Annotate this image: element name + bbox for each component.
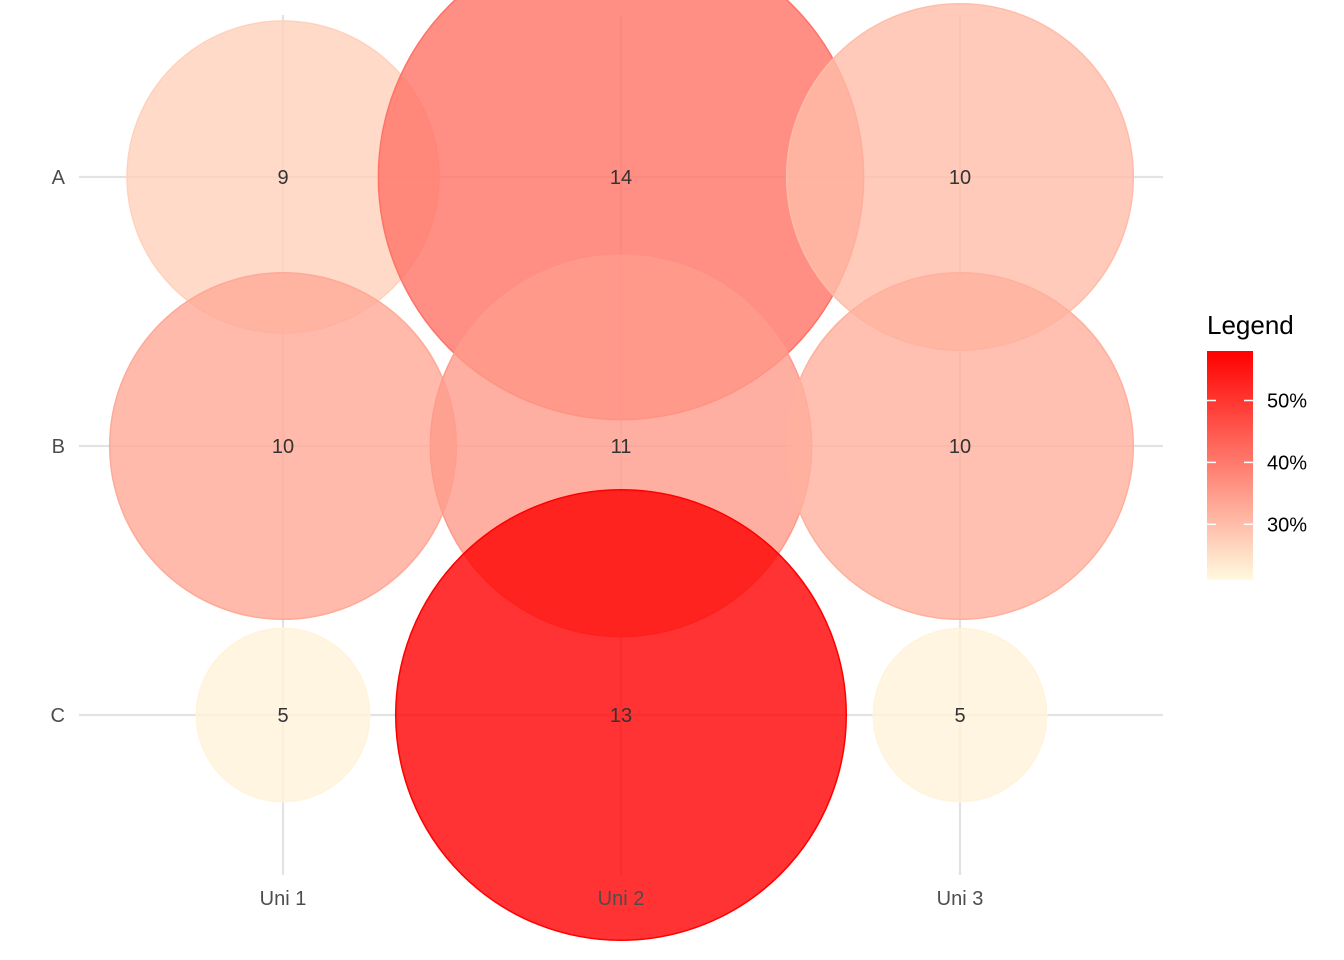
bubble-value-label: 14 xyxy=(610,167,632,189)
bubble-value-label: 5 xyxy=(954,705,965,727)
bubble xyxy=(872,627,1048,803)
y-tick-label: A xyxy=(52,167,66,189)
bubble-value-label: 13 xyxy=(610,705,632,727)
x-tick-label: Uni 1 xyxy=(260,888,307,910)
bubble-value-label: 10 xyxy=(272,436,294,458)
legend-break-label: 50% xyxy=(1267,391,1307,413)
legend-break-label: 30% xyxy=(1267,514,1307,536)
legend-ticks: 50% 40% 30% xyxy=(1207,391,1307,536)
bubbles: 9 14 10 10 11 10 5 13 5 xyxy=(108,0,1135,942)
x-tick-label: Uni 2 xyxy=(598,888,645,910)
y-tick-label: C xyxy=(51,705,65,727)
y-tick-label: B xyxy=(52,436,65,458)
bubble-value-label: 10 xyxy=(949,436,971,458)
x-axis-ticks: Uni 1 Uni 2 Uni 3 xyxy=(260,888,984,910)
y-axis-ticks: A B C xyxy=(51,167,66,727)
bubble xyxy=(195,627,371,803)
bubble xyxy=(394,488,848,942)
bubble-value-label: 9 xyxy=(277,167,288,189)
legend-break-label: 40% xyxy=(1267,452,1307,474)
x-tick-label: Uni 3 xyxy=(937,888,984,910)
bubble xyxy=(785,271,1135,621)
legend-colorbar xyxy=(1207,351,1253,580)
legend: Legend 50% 40% 30% xyxy=(1207,310,1307,580)
legend-title: Legend xyxy=(1207,310,1294,340)
bubble-value-label: 11 xyxy=(611,436,632,458)
bubble-value-label: 5 xyxy=(277,705,288,727)
bubble-value-label: 10 xyxy=(949,167,971,189)
